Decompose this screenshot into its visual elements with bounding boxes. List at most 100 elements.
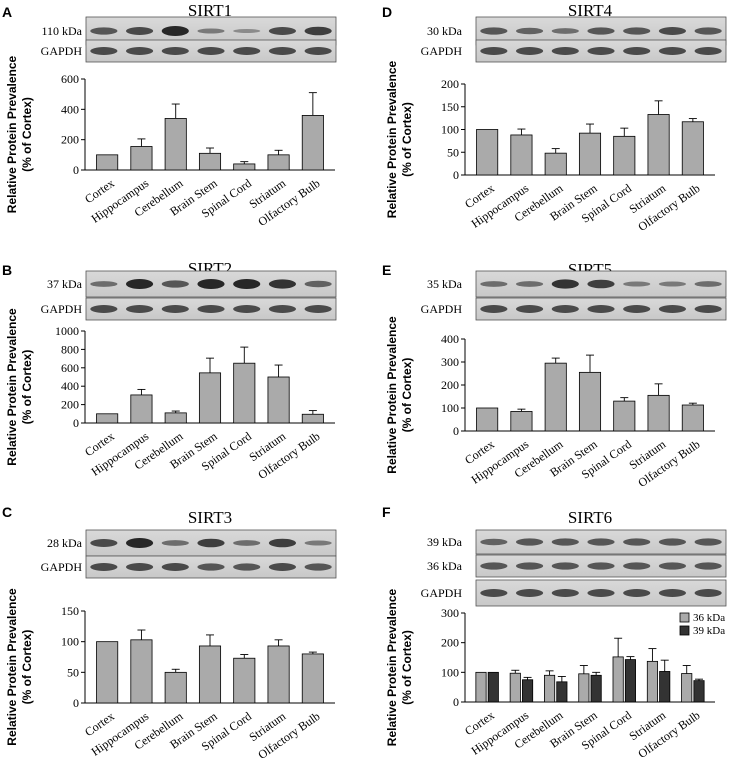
y-axis-label: Relative Protein Prevalence(% of Cortex) (385, 316, 414, 474)
y-tick-label: 0 (73, 416, 79, 430)
blot-band (126, 279, 154, 289)
bar (476, 407, 499, 432)
blot-band (694, 589, 722, 597)
blot-band (623, 305, 651, 313)
blot-band (126, 305, 154, 313)
y-tick-label: 100 (61, 635, 79, 649)
bar (198, 645, 222, 704)
blot-band (658, 589, 687, 597)
y-tick-label: 50 (447, 145, 459, 159)
blot-band (161, 563, 189, 571)
blot-band (233, 305, 261, 313)
blot-band (623, 281, 651, 287)
y-tick-label: 100 (441, 123, 459, 137)
blot-band (658, 562, 687, 570)
blot-band (233, 563, 261, 571)
blot-band (516, 589, 544, 597)
panel-title: SIRT4 (568, 1, 613, 20)
y-tick-label: 200 (441, 636, 459, 650)
bar (647, 114, 670, 176)
y-tick-label: 400 (61, 102, 79, 116)
blot-band (268, 563, 296, 571)
legend-swatch (679, 612, 690, 623)
y-tick-label: 0 (453, 424, 459, 438)
blot-band (516, 305, 544, 313)
y-tick-label: 800 (61, 342, 79, 356)
blot-band (304, 280, 332, 288)
y-tick-label: 0 (453, 695, 459, 709)
blot-band (233, 279, 261, 289)
bar (510, 411, 533, 432)
blot-band (623, 27, 651, 35)
blot-label: 37 kDa (47, 277, 83, 291)
blot-label: 36 kDa (427, 559, 463, 573)
blot-band (480, 27, 508, 35)
blot-band (304, 26, 332, 36)
legend-swatch (679, 625, 690, 636)
bar (164, 118, 187, 171)
blot-band (126, 563, 154, 571)
blot-band (233, 47, 261, 55)
blot-band (551, 538, 579, 546)
blot-band (658, 538, 687, 546)
bar (233, 163, 256, 171)
y-axis-label-line2: (% of Cortex) (20, 630, 34, 705)
y-axis-label: Relative Protein Prevalence(% of Cortex) (5, 55, 34, 213)
blot-label: GAPDH (421, 302, 463, 316)
blot-label: GAPDH (421, 586, 463, 600)
bar (509, 672, 521, 703)
y-tick-label: 0 (453, 168, 459, 182)
blot-band (658, 305, 687, 313)
y-axis-label-line2: (% of Cortex) (400, 630, 414, 705)
blot-band (90, 281, 118, 287)
y-tick-label: 300 (441, 606, 459, 620)
blot-band (658, 47, 687, 55)
panel-d: D SIRT4 30 kDa GAPDH 0 50 100 150 200 Relative Pr… (382, 1, 727, 234)
y-tick-label: 100 (441, 401, 459, 415)
y-axis-label: Relative Protein Prevalence(% of Cortex) (385, 60, 414, 218)
bar (613, 135, 636, 176)
y-tick-label: 400 (61, 379, 79, 393)
bar (267, 645, 290, 704)
bar (681, 121, 704, 176)
blot-band (161, 540, 189, 546)
bar (544, 152, 567, 176)
panel-a: A SIRT1 110 kDa GAPDH 0 200 400 600 Relative Pro… (2, 1, 337, 229)
blot-band (304, 540, 332, 546)
y-axis-label: Relative Protein Prevalence(% of Cortex) (5, 308, 34, 466)
bar (96, 641, 119, 704)
bar (487, 671, 499, 703)
y-axis-label-line1: Relative Protein Prevalence (385, 60, 399, 218)
y-axis-label-line1: Relative Protein Prevalence (5, 588, 19, 746)
blot-label: 35 kDa (427, 277, 463, 291)
bar (476, 129, 499, 176)
panel-letter: C (2, 504, 12, 520)
blot-band (551, 305, 579, 313)
blot-band (90, 539, 118, 547)
legend-label: 39 kDa (693, 625, 725, 637)
bar (510, 134, 533, 176)
bar (164, 412, 187, 424)
y-tick-label: 150 (441, 100, 459, 114)
blot-band (480, 281, 508, 287)
panel-letter: D (382, 4, 392, 20)
blot-label: GAPDH (421, 44, 463, 58)
bar (544, 674, 556, 703)
bar (556, 681, 568, 703)
blot-band (694, 47, 722, 55)
blot-band (551, 28, 579, 34)
blot-band (126, 538, 154, 548)
bar (233, 362, 256, 424)
blot-label: 39 kDa (427, 535, 463, 549)
bar (578, 673, 590, 703)
panel-c: C SIRT3 28 kDa GAPDH 0 50 100 150 Relative Prote… (2, 504, 337, 762)
blot-label: 30 kDa (427, 24, 463, 38)
blot-band (480, 562, 508, 570)
y-axis-label-line2: (% of Cortex) (20, 350, 34, 425)
blot-band (161, 26, 189, 36)
y-axis-label-line1: Relative Protein Prevalence (5, 55, 19, 213)
blot-band (694, 305, 722, 313)
